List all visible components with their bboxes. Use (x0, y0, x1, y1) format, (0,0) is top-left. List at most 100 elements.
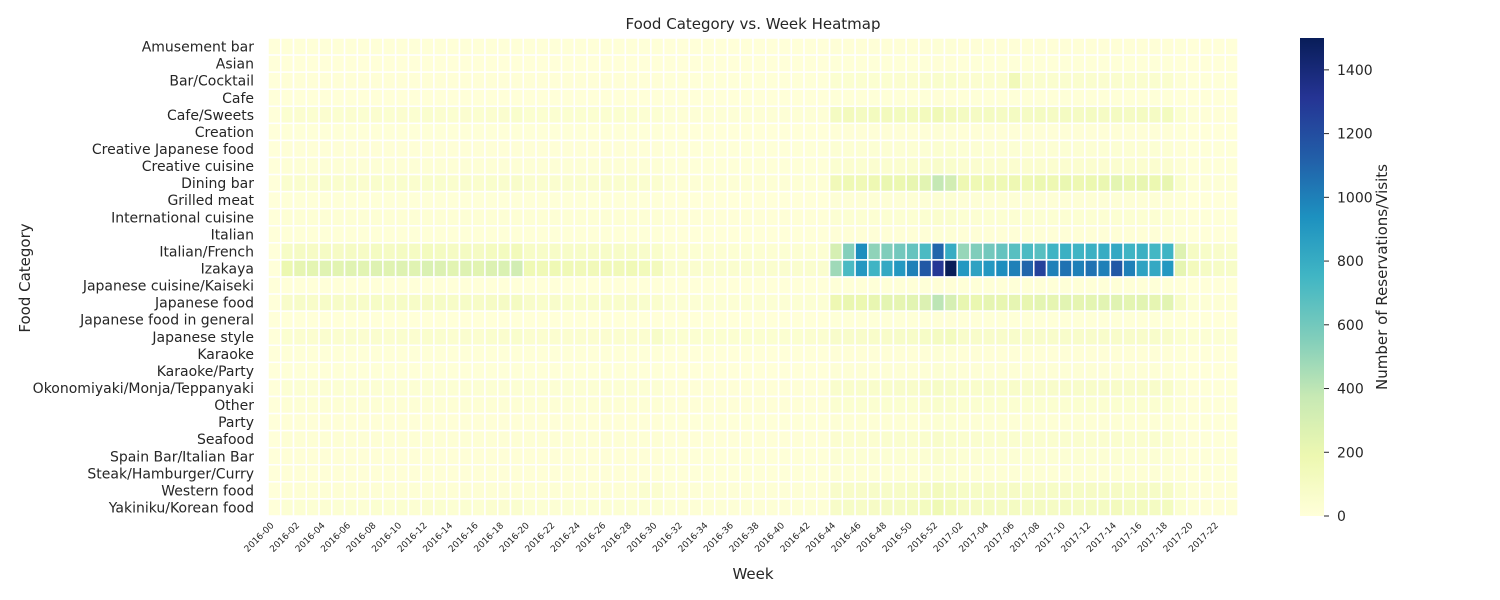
heatmap-cell (407, 276, 422, 295)
heatmap-cell (394, 412, 410, 432)
heatmap-cell (318, 412, 333, 432)
heatmap-cell (267, 344, 282, 364)
heatmap-cell (943, 190, 958, 210)
heatmap-cell (1160, 105, 1175, 125)
heatmap-cell (930, 37, 946, 56)
heatmap-cell (356, 395, 371, 415)
heatmap-cell (701, 344, 716, 364)
heatmap-cell (292, 293, 308, 312)
heatmap-cell (611, 207, 627, 227)
heatmap-cell (624, 37, 639, 56)
heatmap-cell (509, 481, 525, 500)
heatmap-cell (637, 378, 652, 398)
heatmap-cell (713, 242, 729, 261)
heatmap-cell (496, 242, 512, 261)
heatmap-cell (816, 71, 831, 90)
heatmap-cell (752, 395, 767, 415)
heatmap-cell (1173, 361, 1188, 381)
heatmap-cell (803, 156, 818, 176)
heatmap-cell (1071, 481, 1086, 500)
heatmap-cell (445, 242, 461, 261)
heatmap-cell (790, 395, 805, 415)
heatmap-cell (943, 310, 958, 329)
heatmap-cell (650, 361, 665, 381)
heatmap-cell (994, 344, 1010, 364)
heatmap-cell (331, 344, 346, 364)
heatmap-cell (969, 173, 984, 193)
heatmap-cell (1084, 242, 1099, 261)
heatmap-cell (688, 156, 703, 176)
heatmap-cell (382, 190, 397, 210)
heatmap-cell (420, 498, 435, 517)
heatmap-cell (726, 156, 741, 176)
heatmap-cell (905, 71, 920, 90)
heatmap-cell (1033, 361, 1048, 381)
heatmap-cell (1071, 361, 1086, 381)
heatmap-cell (854, 412, 869, 432)
heatmap-cell (726, 225, 741, 244)
heatmap-cell (280, 259, 295, 278)
heatmap-cell (1020, 395, 1035, 415)
heatmap-cell (739, 225, 754, 244)
heatmap-cell (739, 344, 754, 364)
heatmap-cell (1058, 276, 1073, 295)
heatmap-cell (637, 156, 652, 176)
heatmap-cell (726, 327, 741, 347)
heatmap-cell (548, 327, 563, 347)
heatmap-cell (280, 361, 295, 381)
heatmap-cell (1211, 54, 1226, 73)
heatmap-cell (1020, 293, 1035, 312)
heatmap-cell (1033, 54, 1048, 73)
heatmap-cell (1033, 498, 1048, 517)
heatmap-cell (879, 293, 895, 312)
heatmap-cell (956, 225, 971, 244)
heatmap-cell (331, 395, 346, 415)
heatmap-cell (548, 225, 563, 244)
heatmap-cell (1122, 71, 1137, 90)
heatmap-cell (905, 378, 920, 398)
heatmap-cell (650, 310, 665, 329)
heatmap-cell (688, 310, 703, 329)
heatmap-cell (1224, 395, 1239, 415)
heatmap-cell (356, 190, 371, 210)
heatmap-cell (1109, 464, 1124, 483)
heatmap-cell (994, 54, 1010, 73)
heatmap-cell (1198, 122, 1214, 142)
heatmap-cell (854, 105, 869, 125)
heatmap-cell (343, 173, 359, 193)
heatmap-cell (611, 276, 627, 295)
heatmap-cell (777, 37, 793, 56)
heatmap-cell (496, 190, 512, 210)
heatmap-cell (662, 464, 678, 483)
heatmap-cell (445, 225, 461, 244)
heatmap-cell (394, 361, 410, 381)
heatmap-cell (433, 361, 448, 381)
heatmap-cell (535, 276, 550, 295)
heatmap-cell (969, 88, 984, 108)
heatmap-cell (790, 139, 805, 159)
heatmap-cell (343, 71, 359, 90)
heatmap-cell (650, 344, 665, 364)
heatmap-cell (484, 464, 499, 483)
heatmap-cell (484, 481, 499, 500)
heatmap-cell (458, 71, 473, 90)
heatmap-cell (1224, 344, 1239, 364)
heatmap-cell (586, 190, 601, 210)
heatmap-cell (624, 344, 639, 364)
y-tick-label: Dining bar (181, 176, 254, 192)
heatmap-cell (930, 190, 946, 210)
heatmap-cell (1211, 173, 1226, 193)
heatmap-cell (535, 105, 550, 125)
heatmap-cell (650, 446, 665, 466)
heatmap-cell (267, 37, 282, 56)
heatmap-cell (611, 156, 627, 176)
heatmap-cell (828, 259, 844, 278)
heatmap-cell (803, 225, 818, 244)
heatmap-cell (535, 190, 550, 210)
heatmap-cell (739, 105, 754, 125)
heatmap-cell (394, 395, 410, 415)
heatmap-cell (803, 259, 818, 278)
heatmap-cell (650, 88, 665, 108)
heatmap-cell (522, 105, 537, 125)
heatmap-cell (331, 259, 346, 278)
